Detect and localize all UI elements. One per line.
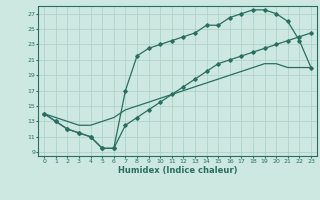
X-axis label: Humidex (Indice chaleur): Humidex (Indice chaleur) [118,166,237,175]
